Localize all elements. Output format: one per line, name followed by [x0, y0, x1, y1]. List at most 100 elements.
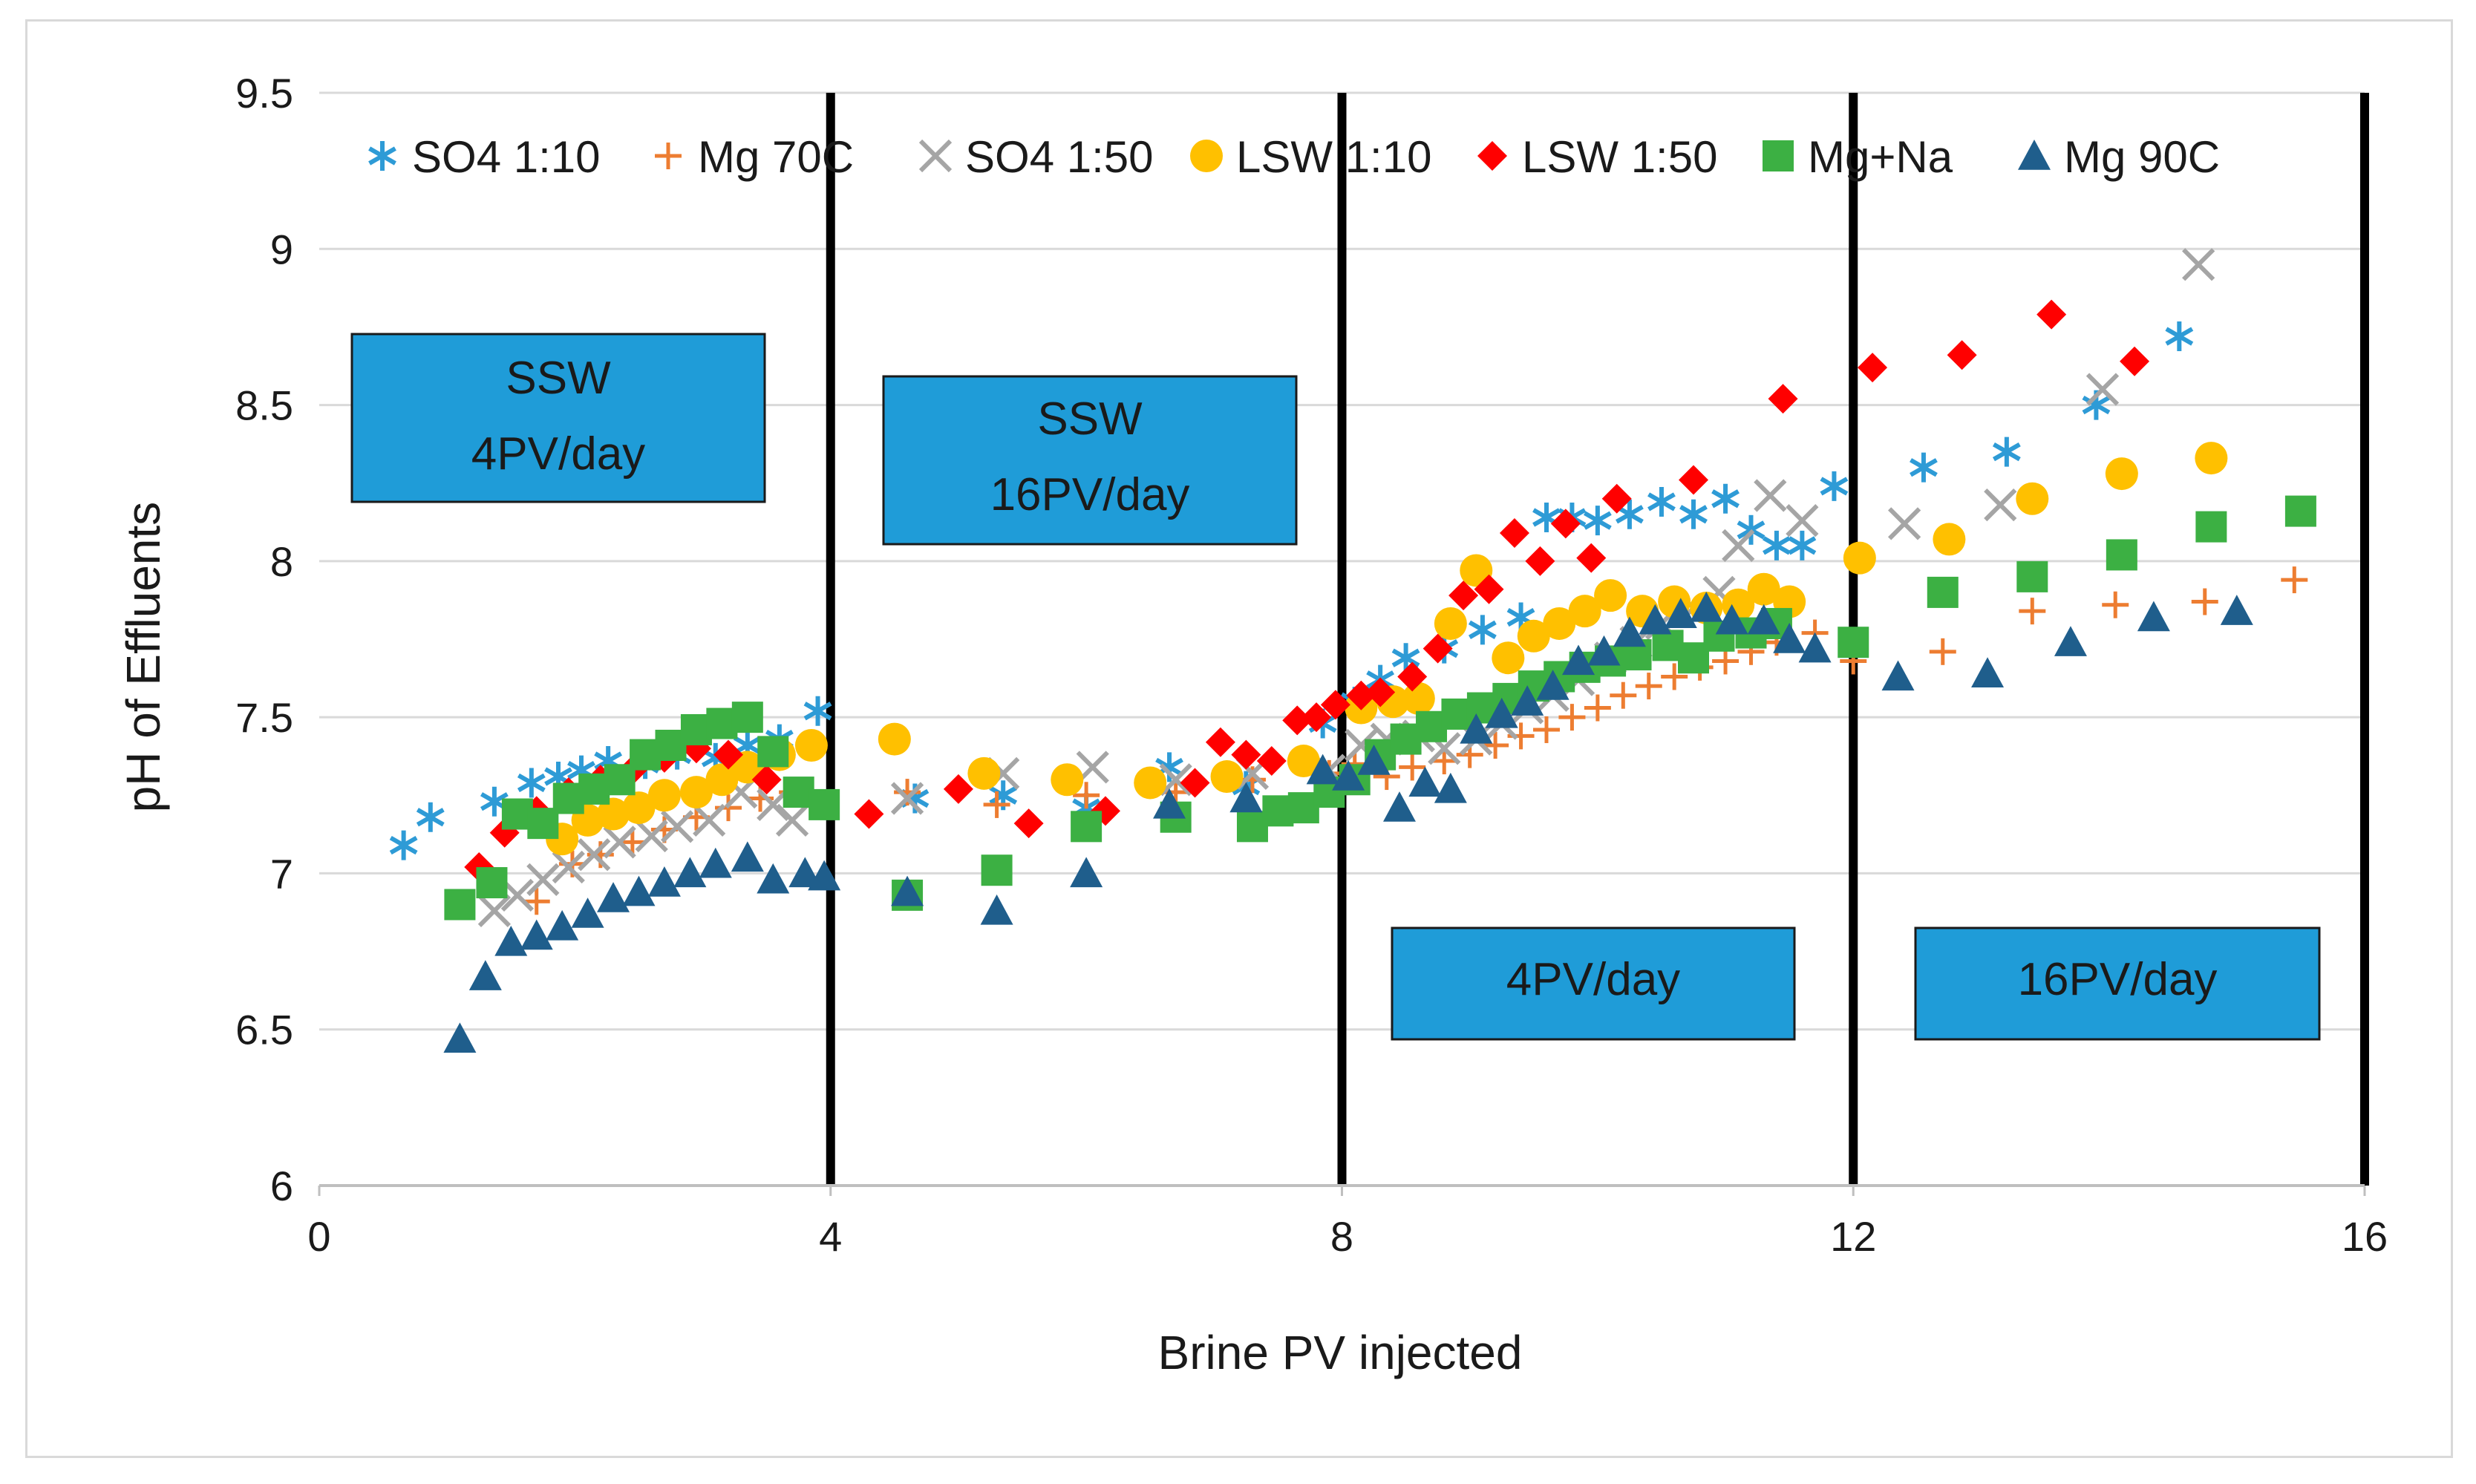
data-point: [1357, 745, 1391, 775]
data-point: [967, 756, 1001, 790]
data-point: [1929, 638, 1956, 665]
marker-stroke: [757, 788, 790, 822]
marker-shape: [1971, 657, 2005, 687]
marker-shape: [2105, 457, 2138, 491]
x-tick-label: 0: [307, 1213, 330, 1260]
x-tick-label: 4: [819, 1213, 842, 1260]
data-point: [1287, 745, 1320, 778]
marker-shape: [1485, 697, 1518, 728]
marker-stroke: [1786, 504, 1819, 537]
data-point: [854, 799, 884, 829]
data-point: [1320, 690, 1350, 720]
y-tick-label: 8: [270, 538, 293, 585]
marker-shape: [1346, 680, 1376, 710]
data-point: [2220, 595, 2253, 625]
data-point: [794, 728, 828, 762]
marker-shape: [1550, 509, 1581, 539]
data-point: [1639, 604, 1672, 635]
marker-shape: [1282, 705, 1313, 736]
marker-stroke: [2085, 373, 2120, 406]
marker-stroke: [1428, 732, 1461, 765]
marker-shape: [981, 854, 1013, 886]
marker-stroke: [2165, 327, 2194, 346]
data-point: [2085, 373, 2120, 406]
marker-stroke: [1754, 479, 1787, 512]
data-point: [1543, 607, 1576, 640]
data-point: [1712, 647, 1740, 675]
marker-stroke: [1616, 505, 1644, 524]
marker-shape: [1715, 604, 1748, 635]
data-point: [1584, 694, 1611, 722]
marker-stroke: [2082, 395, 2111, 415]
marker-shape: [1933, 523, 1966, 556]
data-point: [1460, 554, 1493, 587]
marker-shape: [1070, 857, 1103, 888]
marker-stroke: [1984, 488, 2017, 522]
legend-label: Mg 70C: [698, 132, 854, 182]
data-point: [891, 875, 924, 906]
data-point: [2191, 588, 2218, 615]
marker-stroke: [2182, 248, 2215, 281]
data-point: [1533, 716, 1560, 743]
data-point: [1587, 635, 1621, 666]
marker-stroke: [775, 803, 809, 837]
marker-shape: [731, 702, 763, 733]
data-point: [878, 722, 911, 756]
marker-stroke: [1888, 507, 1921, 540]
data-point: [1153, 788, 1186, 819]
data-point: [443, 1022, 477, 1053]
marker-shape: [1773, 623, 1806, 653]
marker-stroke: [635, 819, 668, 853]
data-point: [1422, 633, 1453, 664]
data-point: [808, 860, 841, 891]
marker-shape: [2016, 482, 2049, 515]
marker-shape: [1838, 627, 1869, 658]
marker-shape: [1190, 140, 1223, 172]
marker-shape: [1448, 581, 1479, 611]
marker-shape: [2137, 601, 2170, 632]
data-point: [788, 857, 822, 888]
data-point: [1798, 632, 1832, 663]
marker-shape: [1205, 727, 1235, 757]
legend-entry: SO4 1:50: [918, 132, 1154, 182]
annotation-box: SSW 16PV/day: [882, 375, 1298, 546]
marker-shape: [1460, 713, 1493, 744]
marker-shape: [757, 736, 789, 768]
marker-shape: [1402, 681, 1435, 715]
data-point: [1947, 340, 1977, 370]
marker-stroke: [603, 826, 636, 859]
marker-shape: [520, 919, 553, 950]
marker-shape: [1747, 604, 1780, 635]
data-point: [1562, 644, 1595, 676]
marker-shape: [1536, 670, 1569, 700]
data-point: [2195, 511, 2227, 543]
data-point: [2182, 248, 2215, 281]
marker-shape: [673, 857, 707, 888]
marker-shape: [757, 863, 790, 894]
data-point: [416, 802, 445, 832]
marker-stroke: [526, 863, 560, 896]
marker-shape: [1843, 541, 1876, 575]
data-point: [476, 867, 508, 899]
marker-shape: [731, 751, 764, 784]
data-point: [1051, 763, 1084, 797]
data-point: [1499, 518, 1529, 549]
data-point: [980, 894, 1013, 925]
marker-shape: [1051, 763, 1084, 797]
marker-shape: [1256, 746, 1287, 777]
marker-shape: [1763, 140, 1794, 171]
data-point: [1282, 705, 1313, 736]
data-point: [1482, 731, 1509, 759]
marker-shape: [2195, 511, 2227, 543]
marker-shape: [1568, 595, 1601, 628]
y-axis-title: pH of Effluents: [117, 502, 170, 813]
marker-shape: [1492, 641, 1525, 675]
x-tick-label: 8: [1330, 1213, 1353, 1260]
marker-shape: [1768, 384, 1798, 414]
marker-stroke: [1532, 508, 1561, 527]
legend-label: SO4 1:10: [412, 132, 601, 182]
data-point: [1180, 768, 1210, 798]
x-tick-label: 16: [2342, 1213, 2388, 1260]
data-point: [468, 960, 502, 990]
